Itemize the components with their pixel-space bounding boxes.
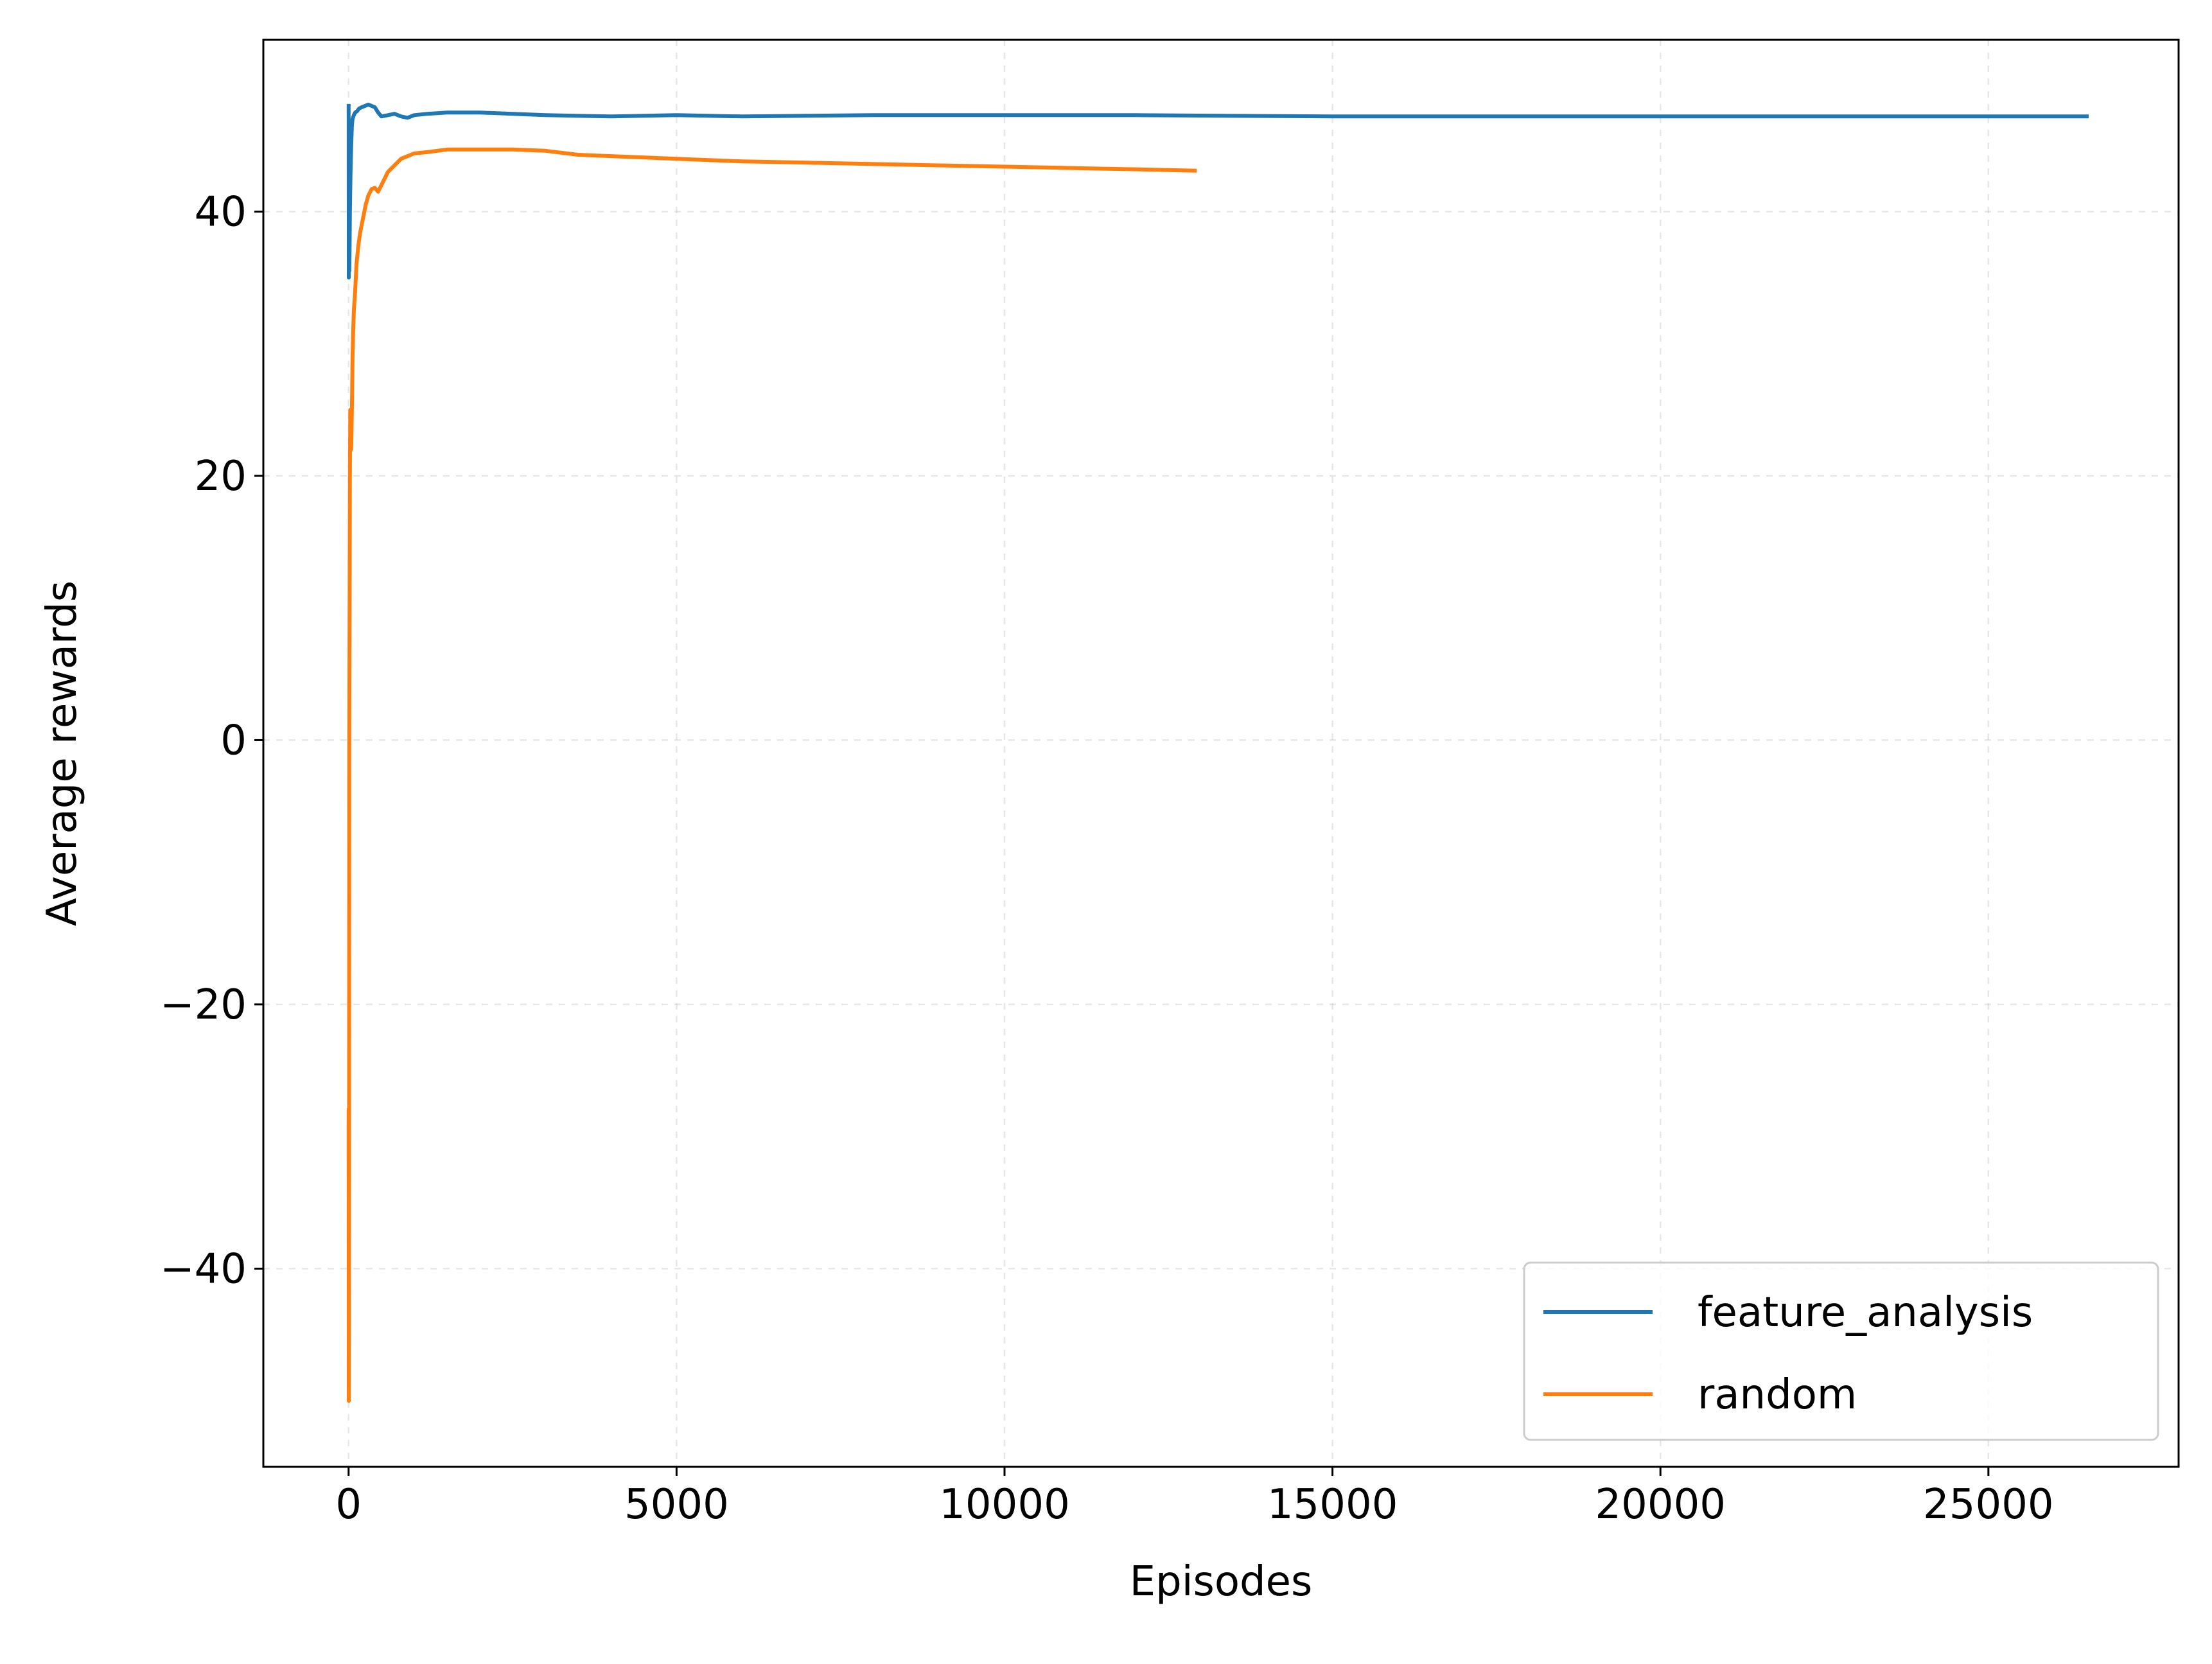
y-tick-label: −40 bbox=[160, 1245, 247, 1293]
x-tick-label: 5000 bbox=[624, 1481, 729, 1528]
legend: feature_analysis random bbox=[1524, 1263, 2158, 1440]
legend-label-feature-analysis: feature_analysis bbox=[1698, 1289, 2033, 1336]
x-tick-label: 10000 bbox=[939, 1481, 1070, 1528]
legend-label-random: random bbox=[1698, 1371, 1857, 1419]
y-axis-label: Average rewards bbox=[39, 581, 86, 926]
x-axis-label: Episodes bbox=[1130, 1558, 1313, 1606]
x-tick-label: 15000 bbox=[1267, 1481, 1398, 1528]
y-tick-label: −20 bbox=[160, 981, 247, 1029]
y-tick-label: 0 bbox=[220, 717, 247, 764]
x-tick-label: 0 bbox=[335, 1481, 362, 1528]
y-tick-label: 20 bbox=[195, 453, 247, 500]
x-tick-label: 20000 bbox=[1595, 1481, 1726, 1528]
x-tick-label: 25000 bbox=[1923, 1481, 2054, 1528]
y-tick-label: 40 bbox=[195, 188, 247, 236]
